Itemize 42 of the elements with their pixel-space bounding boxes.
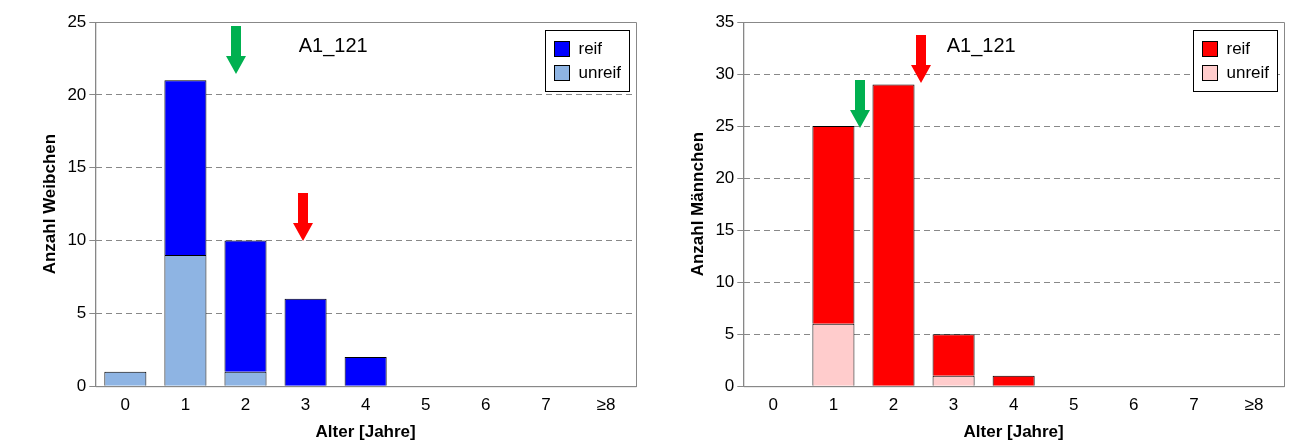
y-tick-label: 35 [715, 11, 735, 31]
y-tick-label: 25 [67, 11, 87, 31]
x-tick-label: 0 [768, 395, 779, 415]
legend-label: unreif [578, 63, 621, 83]
x-tick-label: 7 [541, 395, 551, 415]
x-tick-label: 1 [828, 395, 839, 415]
x-tick-label: 5 [1069, 395, 1079, 415]
y-tick-label: 15 [67, 157, 87, 177]
annotation: A1_121 [298, 33, 368, 57]
x-tick-label: 0 [120, 395, 131, 415]
x-tick-label: 6 [481, 395, 491, 415]
y-tick-label: 20 [67, 84, 87, 104]
x-tick-label: 3 [300, 395, 311, 415]
x-axis-title: Alter [Jahre] [963, 422, 1064, 442]
x-tick-label: 2 [888, 395, 899, 415]
legend-label: reif [1226, 39, 1251, 59]
y-tick-label: 10 [67, 230, 87, 250]
x-tick-label: 6 [1129, 395, 1139, 415]
y-tick-label: 20 [715, 167, 735, 187]
legend-label: reif [578, 39, 603, 59]
y-tick-label: 5 [76, 303, 87, 323]
y-tick-label: 25 [715, 115, 735, 135]
x-tick-label: ≥8 [596, 395, 616, 415]
y-tick-label: 0 [724, 375, 735, 395]
y-tick-label: 5 [724, 323, 735, 343]
x-tick-label: 1 [180, 395, 191, 415]
legend-label: unreif [1226, 63, 1269, 83]
x-tick-label: ≥8 [1244, 395, 1264, 415]
x-tick-label: 5 [421, 395, 431, 415]
annotation: A1_121 [946, 33, 1016, 57]
y-tick-label: 10 [715, 271, 735, 291]
y-tick-label: 0 [76, 375, 87, 395]
x-axis-title: Alter [Jahre] [315, 422, 416, 442]
y-axis-title: Anzahl Männchen [687, 131, 707, 277]
x-tick-label: 4 [360, 395, 371, 415]
x-tick-label: 7 [1189, 395, 1199, 415]
x-tick-label: 3 [948, 395, 959, 415]
y-axis-title: Anzahl Weibchen [39, 133, 59, 275]
x-tick-label: 2 [240, 395, 251, 415]
y-tick-label: 15 [715, 219, 735, 239]
y-tick-label: 30 [715, 63, 735, 83]
x-tick-label: 4 [1008, 395, 1019, 415]
